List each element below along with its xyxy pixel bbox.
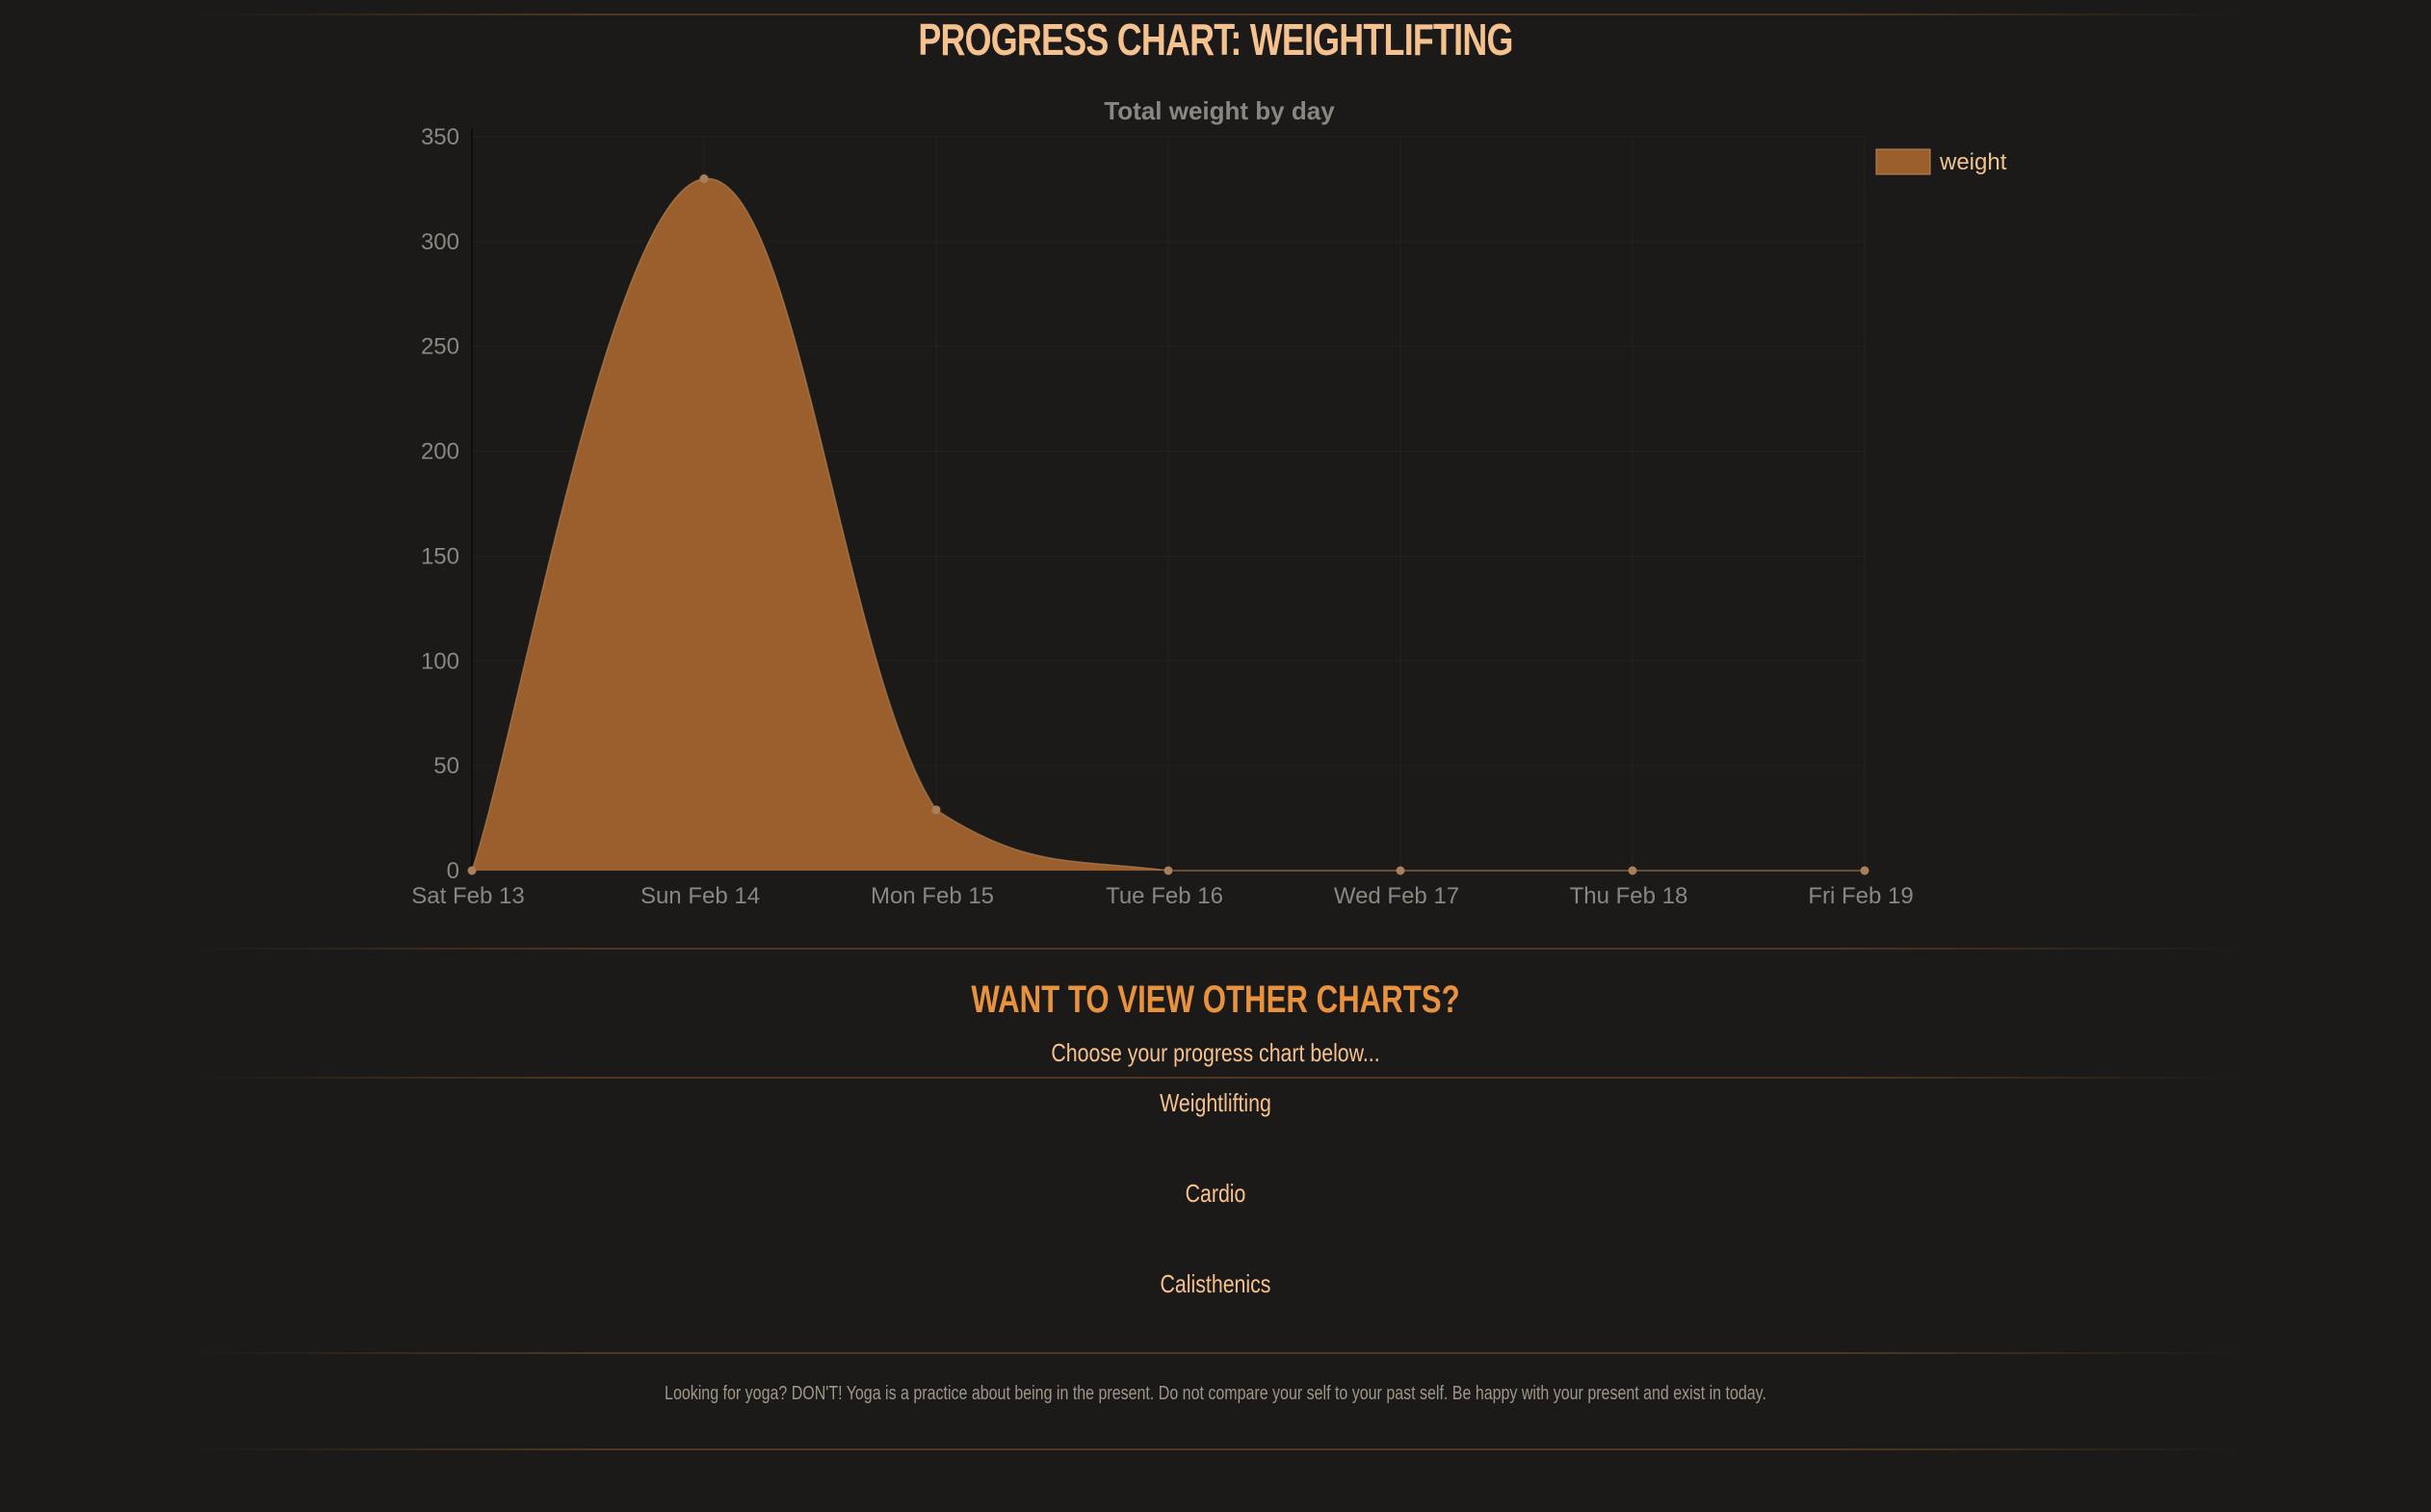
- x-tick-label: Fri Feb 19: [1808, 883, 1913, 909]
- weight-series-area: [472, 178, 1865, 871]
- weight-data-point: [467, 866, 477, 875]
- footer-divider-top: [193, 1352, 2238, 1354]
- y-tick-label: 100: [421, 648, 459, 674]
- y-tick-label: 300: [421, 229, 459, 255]
- x-tick-label: Thu Feb 18: [1570, 883, 1688, 909]
- weight-data-point: [1163, 866, 1173, 875]
- y-tick-label: 250: [421, 334, 459, 360]
- chart-link-calisthenics[interactable]: Calisthenics: [1160, 1269, 1271, 1298]
- chart-link-cardio[interactable]: Cardio: [1185, 1179, 1246, 1208]
- legend-swatch: [1875, 148, 1931, 175]
- section-divider: [193, 948, 2238, 950]
- y-tick-label: 0: [447, 858, 459, 884]
- y-tick-label: 200: [421, 439, 459, 465]
- chart-title: Total weight by day: [1104, 96, 1335, 125]
- x-tick-label: Sat Feb 13: [411, 883, 524, 909]
- x-tick-label: Tue Feb 16: [1106, 883, 1223, 909]
- weight-data-point: [1396, 866, 1405, 875]
- footer-divider-bottom: [193, 1448, 2238, 1450]
- links-divider: [193, 1077, 2238, 1079]
- x-tick-label: Wed Feb 17: [1334, 883, 1459, 909]
- y-tick-label: 150: [421, 543, 459, 569]
- page-title: Progress Chart: Weightlifting: [918, 14, 1513, 65]
- weight-data-point: [1860, 866, 1869, 875]
- other-charts-heading: Want to view other charts?: [971, 978, 1460, 1021]
- other-charts-prompt: Choose your progress chart below...: [1051, 1038, 1380, 1067]
- top-divider: [193, 13, 2238, 15]
- y-tick-label: 350: [421, 124, 459, 150]
- x-tick-label: Sun Feb 14: [640, 883, 760, 909]
- weight-data-point: [1628, 866, 1637, 875]
- weight-series-line: [471, 177, 1865, 872]
- chart-link-weightlifting[interactable]: Weightlifting: [1160, 1088, 1271, 1117]
- y-tick-label: 50: [433, 753, 459, 779]
- progress-chart: 0 50 100 150 200 250 300 350 Sat Feb 13 Sun Feb 1…: [411, 96, 2007, 909]
- footer-text: Looking for yoga? DON'T! Yoga is a pract…: [665, 1383, 1766, 1404]
- weight-data-point: [931, 805, 941, 815]
- x-tick-label: Mon Feb 15: [871, 883, 994, 909]
- legend-label: weight: [1939, 149, 2007, 175]
- weight-data-point: [699, 174, 709, 184]
